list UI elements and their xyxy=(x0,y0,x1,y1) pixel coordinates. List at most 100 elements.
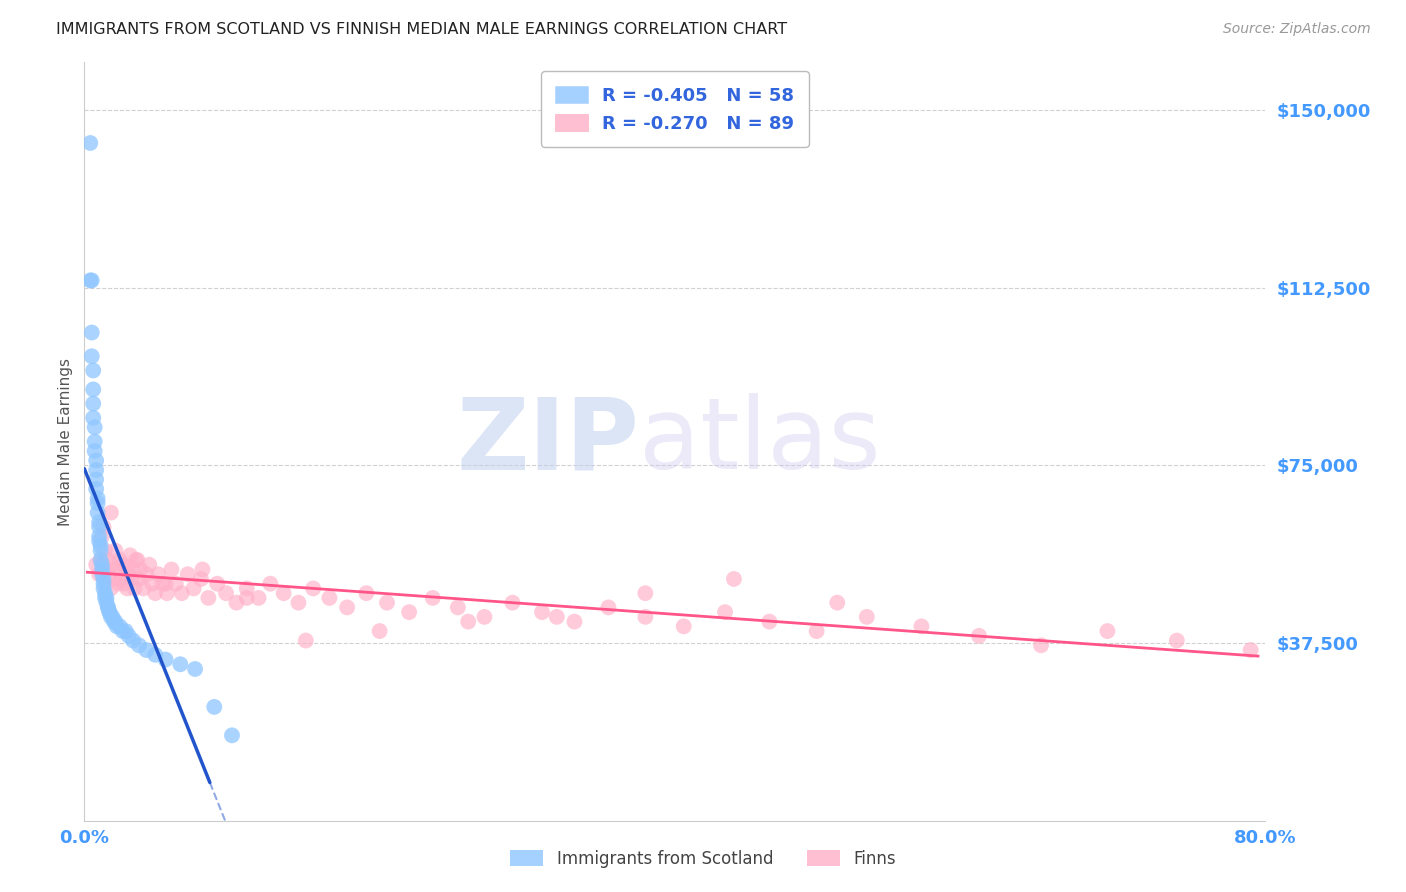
Point xyxy=(672,619,695,633)
Point xyxy=(96,562,118,576)
Y-axis label: Median Male Earnings: Median Male Earnings xyxy=(58,358,73,525)
Point xyxy=(125,553,148,567)
Point xyxy=(122,633,145,648)
Point xyxy=(87,567,111,582)
Point xyxy=(91,567,114,582)
Point xyxy=(714,605,737,619)
Point xyxy=(295,633,318,648)
Point xyxy=(103,615,125,629)
Point xyxy=(225,596,247,610)
Point xyxy=(97,600,120,615)
Point xyxy=(98,605,121,619)
Point xyxy=(135,643,157,657)
Point xyxy=(90,543,112,558)
Point xyxy=(103,572,125,586)
Point xyxy=(132,582,155,596)
Point xyxy=(101,610,124,624)
Point xyxy=(197,591,219,605)
Text: Source: ZipAtlas.com: Source: ZipAtlas.com xyxy=(1223,22,1371,37)
Point xyxy=(356,586,378,600)
Point xyxy=(287,596,309,610)
Point xyxy=(111,624,134,639)
Point xyxy=(910,619,932,633)
Point xyxy=(128,638,150,652)
Point xyxy=(91,562,114,576)
Point xyxy=(90,553,112,567)
Point xyxy=(110,572,132,586)
Point xyxy=(202,699,225,714)
Point xyxy=(156,586,179,600)
Point xyxy=(501,596,523,610)
Point xyxy=(86,496,108,510)
Point xyxy=(723,572,745,586)
Point xyxy=(100,582,122,596)
Point xyxy=(82,383,104,397)
Point xyxy=(190,572,212,586)
Point xyxy=(84,473,107,487)
Point xyxy=(152,576,174,591)
Point xyxy=(128,572,150,586)
Point xyxy=(827,596,849,610)
Point xyxy=(120,548,142,563)
Point xyxy=(111,558,134,572)
Point xyxy=(100,610,122,624)
Point xyxy=(236,582,259,596)
Point xyxy=(96,596,118,610)
Point xyxy=(129,562,152,576)
Point xyxy=(114,624,136,639)
Point xyxy=(124,582,146,596)
Point xyxy=(93,582,115,596)
Point xyxy=(98,567,121,582)
Point xyxy=(90,553,112,567)
Point xyxy=(105,562,128,576)
Point xyxy=(108,553,131,567)
Point xyxy=(90,539,112,553)
Point xyxy=(177,567,200,582)
Point xyxy=(82,410,104,425)
Point xyxy=(87,520,111,534)
Point xyxy=(141,576,163,591)
Point xyxy=(82,363,104,377)
Point xyxy=(93,576,115,591)
Point xyxy=(79,136,101,150)
Point xyxy=(105,619,128,633)
Point xyxy=(87,529,111,543)
Point xyxy=(83,420,105,434)
Point xyxy=(758,615,780,629)
Text: ZIP: ZIP xyxy=(457,393,640,490)
Point xyxy=(84,558,107,572)
Point xyxy=(101,558,124,572)
Point xyxy=(100,506,122,520)
Point xyxy=(86,491,108,506)
Point xyxy=(87,515,111,529)
Point xyxy=(143,648,166,662)
Point xyxy=(634,610,657,624)
Point xyxy=(375,596,398,610)
Point xyxy=(447,600,470,615)
Point xyxy=(155,652,177,666)
Point xyxy=(87,534,111,549)
Point xyxy=(1097,624,1119,639)
Point xyxy=(80,273,103,287)
Point xyxy=(318,591,340,605)
Point xyxy=(127,553,149,567)
Point xyxy=(80,349,103,363)
Point xyxy=(422,591,444,605)
Point xyxy=(457,615,479,629)
Point xyxy=(94,586,117,600)
Point xyxy=(98,605,121,619)
Point xyxy=(336,600,359,615)
Point xyxy=(143,586,166,600)
Point xyxy=(247,591,270,605)
Point xyxy=(207,576,229,591)
Point xyxy=(368,624,391,639)
Point xyxy=(107,576,129,591)
Point xyxy=(94,591,117,605)
Point xyxy=(84,453,107,467)
Point xyxy=(114,562,136,576)
Point xyxy=(183,582,205,596)
Point xyxy=(93,520,115,534)
Point xyxy=(598,600,620,615)
Point xyxy=(104,615,127,629)
Point xyxy=(84,482,107,496)
